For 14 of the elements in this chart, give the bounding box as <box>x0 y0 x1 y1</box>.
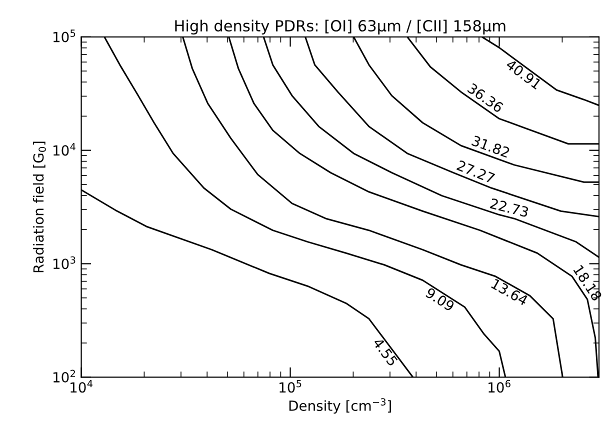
x-tick-label: 10$^{4}$ <box>70 380 92 393</box>
y-tick-label: 10$^{3}$ <box>53 256 76 270</box>
annotation: 9.09 <box>424 287 456 312</box>
annotation: 22.73 <box>490 198 529 218</box>
x-tick-label: 10$^{5}$ <box>280 380 302 393</box>
chart-title: High density PDRs: [OI] 63μm / [CII] 158μm <box>175 20 506 35</box>
y-tick-label: 10$^{4}$ <box>53 143 76 156</box>
y-tick-label: 10$^{5}$ <box>53 30 76 42</box>
annotation: 31.82 <box>471 135 510 158</box>
y-tick-label: 10$^{2}$ <box>53 370 75 383</box>
x-tick-label: 10$^{6}$ <box>488 380 510 393</box>
x-axis-title: Density [cm$^{−3}$] <box>289 398 391 414</box>
annotation: 27.27 <box>456 160 496 184</box>
y-axis-title: Radiation field [G$_{0}$] <box>32 142 46 272</box>
